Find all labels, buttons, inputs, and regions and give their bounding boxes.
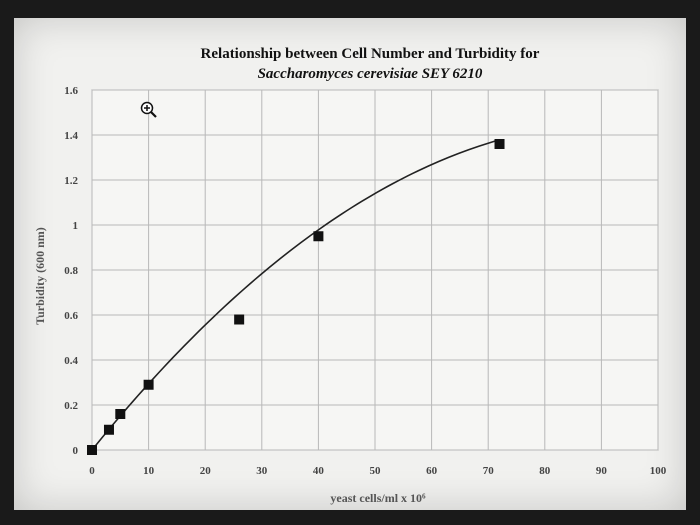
zoom-in-cursor-icon xyxy=(140,101,157,118)
y-tick-label: 0 xyxy=(73,445,79,457)
data-point-marker xyxy=(103,424,114,435)
y-tick-label: 0.2 xyxy=(64,400,78,412)
chart-title: Relationship between Cell Number and Tur… xyxy=(201,46,540,62)
x-tick-label: 0 xyxy=(89,465,95,477)
x-tick-label: 60 xyxy=(426,465,438,477)
y-tick-label: 0.6 xyxy=(64,310,78,322)
trendline-layer xyxy=(91,139,500,451)
data-markers xyxy=(87,139,505,455)
x-tick-label: 70 xyxy=(483,465,495,477)
y-tick-label: 1 xyxy=(73,220,79,232)
x-tick-label: 10 xyxy=(143,465,155,477)
x-tick-label: 50 xyxy=(370,465,382,477)
polynomial-trendline xyxy=(91,139,500,451)
grid-lines xyxy=(91,89,659,451)
data-point-marker xyxy=(143,379,154,390)
y-tick-label: 0.8 xyxy=(64,265,78,277)
x-tick-label: 30 xyxy=(256,465,268,477)
data-point-marker xyxy=(313,231,324,242)
y-tick-label: 1.6 xyxy=(64,85,78,97)
y-tick-label: 1.2 xyxy=(64,175,78,187)
data-point-marker xyxy=(234,314,245,325)
y-tick-label: 0.4 xyxy=(64,355,78,367)
x-axis-label: yeast cells/ml x 10⁶ xyxy=(330,491,426,505)
y-tick-labels: 0 0.2 0.4 0.6 0.8 1 1.2 1.4 1.6 xyxy=(64,85,78,457)
data-point-marker xyxy=(494,139,505,149)
x-tick-label: 20 xyxy=(200,465,212,477)
x-tick-label: 40 xyxy=(313,465,325,477)
data-point-marker xyxy=(87,445,97,455)
x-tick-label: 80 xyxy=(539,465,551,477)
turbidity-chart: Relationship between Cell Number and Tur… xyxy=(33,46,667,505)
y-axis-label: Turbidity (600 nm) xyxy=(33,227,47,325)
data-point-marker xyxy=(115,409,126,419)
x-tick-labels: 0 10 20 30 40 50 60 70 80 90 100 xyxy=(89,465,667,477)
monitor-screen: Relationship between Cell Number and Tur… xyxy=(14,18,686,510)
x-tick-label: 100 xyxy=(650,465,667,477)
x-tick-label: 90 xyxy=(596,465,608,477)
y-tick-label: 1.4 xyxy=(64,130,78,142)
chart-subtitle: Saccharomyces cerevisiae SEY 6210 xyxy=(258,66,483,82)
